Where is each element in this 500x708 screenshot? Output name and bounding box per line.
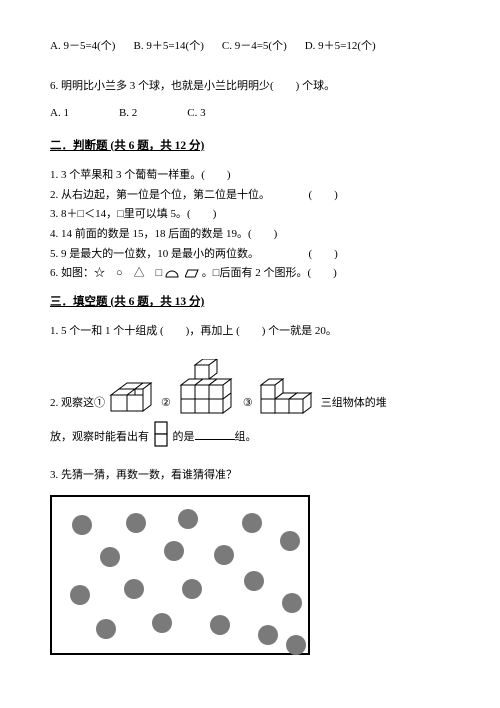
dot-icon	[152, 613, 172, 633]
extra-shapes	[165, 269, 199, 278]
q6-options: A. 1 B. 2 C. 3	[50, 105, 450, 123]
fill-2-l2b: 的是	[173, 431, 195, 443]
dot-icon	[242, 513, 262, 533]
judge-item-4: 4. 14 前面的数是 15，18 后面的数是 19。( )	[50, 226, 450, 244]
blank-line	[195, 428, 235, 440]
cubes-2-icon	[173, 359, 235, 415]
judge-item-1: 1. 3 个苹果和 3 个葡萄一样重。( )	[50, 167, 450, 185]
q6-text: 6. 明明比小兰多 3 个球，也就是小兰比明明少( ) 个球。	[50, 78, 450, 96]
two-box-icon	[154, 421, 168, 454]
parallelogram-icon	[185, 269, 199, 278]
dot-icon	[210, 615, 230, 635]
dot-icon	[280, 531, 300, 551]
q5-option-b: B. 9＋5=14(个)	[133, 38, 203, 56]
cubes-3-icon	[255, 375, 319, 415]
fill-2-post: 三组物体的堆	[321, 395, 387, 413]
fill-2-mid2: ③	[243, 395, 253, 413]
dot-icon	[126, 513, 146, 533]
fill-2: 2. 观察这① ②	[50, 359, 450, 415]
judge-item-3: 3. 8＋□＜14，□里可以填 5。( )	[50, 206, 450, 224]
dot-icon	[178, 509, 198, 529]
judge-6-post: 。□后面有 2 个图形。( )	[202, 267, 337, 279]
dot-icon	[282, 593, 302, 613]
dots-box	[50, 495, 310, 655]
judge-item-5: 5. 9 是最大的一位数，10 是最小的两位数。 ( )	[50, 246, 450, 264]
section3-title: 三．填空题 (共 6 题，共 13 分)	[50, 293, 450, 311]
cubes-1-icon	[105, 377, 157, 415]
fill-3: 3. 先猜一猜，再数一数，看谁猜得准？	[50, 467, 450, 485]
judge-6-pre: 6. 如图：☆ ○ △ □	[50, 267, 162, 279]
fill-2-l2c: 组。	[235, 431, 257, 443]
dot-icon	[214, 545, 234, 565]
judge-item-2: 2. 从右边起，第一位是个位，第二位是十位。 ( )	[50, 187, 450, 205]
q6-option-a: A. 1	[50, 105, 69, 123]
q5-options: A. 9－5=4(个) B. 9＋5=14(个) C. 9－4=5(个) D. …	[50, 38, 450, 56]
judge-list: 1. 3 个苹果和 3 个葡萄一样重。( ) 2. 从右边起，第一位是个位，第二…	[50, 167, 450, 283]
section2-title: 二．判断题 (共 6 题，共 12 分)	[50, 137, 450, 155]
fill-1: 1. 5 个一和 1 个十组成 ( )，再加上 ( ) 个一就是 20。	[50, 323, 450, 341]
q5-option-a: A. 9－5=4(个)	[50, 38, 115, 56]
dot-icon	[244, 571, 264, 591]
q6-option-c: C. 3	[187, 105, 205, 123]
dot-icon	[286, 635, 306, 655]
dot-icon	[258, 625, 278, 645]
fill-2-mid1: ②	[161, 395, 171, 413]
semicircle-icon	[165, 270, 179, 278]
dot-icon	[72, 515, 92, 535]
dot-icon	[182, 579, 202, 599]
q5-option-d: D. 9＋5=12(个)	[305, 38, 376, 56]
fill-2-l2a: 放，观察时能看出有	[50, 431, 149, 443]
dot-icon	[100, 547, 120, 567]
fill-2-line2: 放，观察时能看出有 的是 组。	[50, 421, 450, 454]
dot-icon	[96, 619, 116, 639]
fill-2-pre: 2. 观察这①	[50, 395, 105, 413]
q6-option-b: B. 2	[119, 105, 137, 123]
q5-option-c: C. 9－4=5(个)	[222, 38, 287, 56]
dot-icon	[124, 579, 144, 599]
dot-icon	[164, 541, 184, 561]
dot-icon	[70, 585, 90, 605]
judge-item-6: 6. 如图：☆ ○ △ □ 。□后面有 2 个图形。( )	[50, 265, 450, 283]
